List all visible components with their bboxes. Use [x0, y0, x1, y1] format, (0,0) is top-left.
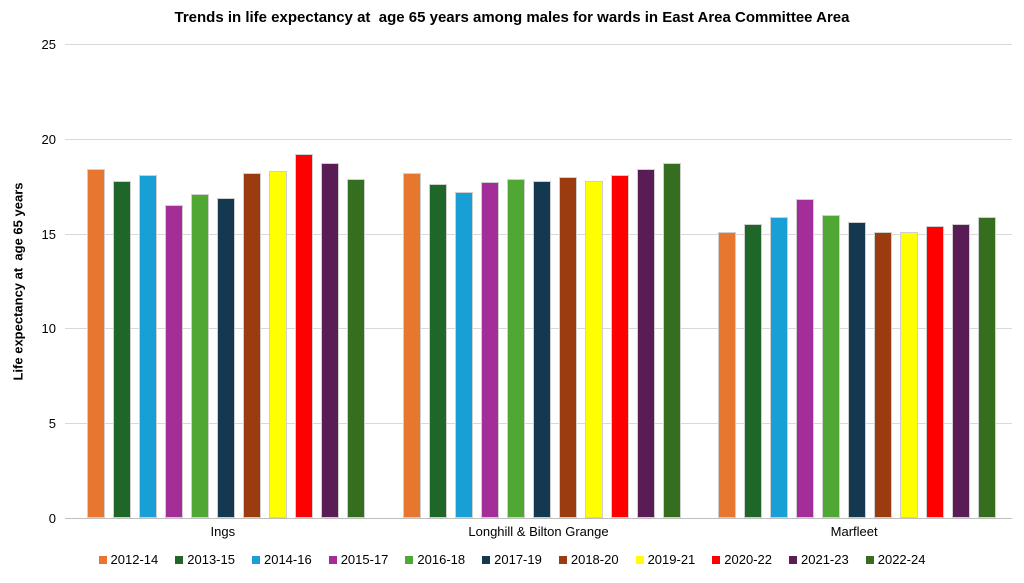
legend-label: 2016-18 — [417, 552, 466, 567]
bar-2019-21-longhill-bilton-grange — [584, 180, 603, 518]
legend-swatch-icon — [251, 555, 260, 564]
legend-swatch-icon — [712, 555, 721, 564]
bar-2021-23-longhill-bilton-grange — [636, 169, 655, 518]
bar-2013-15-longhill-bilton-grange — [428, 184, 447, 518]
bar-2022-24-ings — [347, 178, 365, 518]
bar-2013-15-ings — [113, 180, 131, 518]
bar-2012-14-marfleet — [718, 231, 737, 518]
y-tick-label-20: 20 — [41, 131, 56, 147]
bar-2022-24-longhill-bilton-grange — [662, 163, 681, 518]
bar-2016-18-longhill-bilton-grange — [506, 178, 525, 518]
legend-swatch-icon — [482, 555, 491, 564]
legend-swatch-icon — [98, 555, 107, 564]
legend-label: 2013-15 — [187, 552, 235, 567]
y-tick-label-10: 10 — [41, 321, 56, 337]
y-tick-label-25: 25 — [41, 37, 56, 52]
bar-2014-16-ings — [139, 174, 157, 518]
legend-swatch-icon — [789, 555, 798, 564]
bar-2016-18-ings — [191, 193, 209, 518]
category-label-1: Ings — [210, 524, 236, 539]
legend-label: 2014-16 — [263, 552, 312, 567]
bar-2018-20-ings — [243, 172, 261, 518]
gridline-25 — [65, 44, 1012, 45]
legend-item-2014-16: 2014-16 — [251, 552, 312, 567]
legend-item-2012-14: 2012-14 — [98, 552, 159, 567]
bar-2012-14-longhill-bilton-grange — [402, 172, 421, 518]
legend-label: 2019-21 — [647, 552, 696, 567]
gridline-0 — [65, 518, 1012, 519]
bar-2018-20-marfleet — [874, 231, 893, 518]
legend-swatch-icon — [558, 555, 567, 564]
legend-label: 2021-23 — [801, 552, 849, 567]
legend: 2012-14 2013-15 2014-16 2015-17 2016-18 2017-… — [0, 552, 1024, 567]
legend-item-2013-15: 2013-15 — [175, 552, 235, 567]
bar-2013-15-marfleet — [744, 224, 763, 518]
legend-label: 2022-24 — [877, 552, 926, 567]
bar-2017-19-marfleet — [848, 222, 867, 518]
bar-2019-21-marfleet — [900, 231, 919, 518]
bar-2015-17-longhill-bilton-grange — [480, 182, 499, 518]
bar-2014-16-longhill-bilton-grange — [454, 191, 473, 518]
legend-label: 2020-22 — [724, 552, 773, 567]
bar-2015-17-marfleet — [796, 199, 815, 518]
legend-item-2021-23: 2021-23 — [789, 552, 849, 567]
bar-2022-24-marfleet — [978, 216, 997, 518]
legend-item-2019-21: 2019-21 — [635, 552, 696, 567]
legend-item-2016-18: 2016-18 — [405, 552, 465, 567]
legend-label: 2017-19 — [494, 552, 542, 567]
legend-label: 2012-14 — [110, 552, 159, 567]
legend-swatch-icon — [635, 555, 644, 564]
y-axis-title: Life expectancy at age 65 years — [10, 182, 26, 381]
category-label-3: Marfleet — [830, 524, 878, 539]
bar-2016-18-marfleet — [822, 214, 841, 518]
bar-2017-19-longhill-bilton-grange — [532, 180, 551, 518]
legend-label: 2018-20 — [570, 552, 619, 567]
bar-2015-17-ings — [165, 205, 183, 518]
legend-swatch-icon — [405, 555, 414, 564]
bar-2014-16-marfleet — [770, 216, 789, 518]
bar-2017-19-ings — [217, 197, 235, 518]
legend-swatch-icon — [175, 555, 184, 564]
chart-title: Trends in life expectancy at age 65 year… — [174, 9, 850, 26]
legend-item-2022-24: 2022-24 — [865, 552, 926, 567]
legend-swatch-icon — [328, 555, 337, 564]
bar-2018-20-longhill-bilton-grange — [558, 176, 577, 518]
legend-item-2017-19: 2017-19 — [482, 552, 542, 567]
legend-swatch-icon — [865, 555, 874, 564]
bar-2021-23-ings — [321, 163, 339, 518]
gridline-20 — [65, 138, 1012, 140]
bar-2020-22-ings — [295, 153, 313, 518]
legend-item-2020-22: 2020-22 — [712, 552, 772, 567]
y-tick-label-15: 15 — [41, 226, 56, 242]
category-label-2: Longhill & Bilton Grange — [468, 524, 609, 539]
bar-2021-23-marfleet — [952, 224, 971, 518]
legend-label: 2015-17 — [340, 552, 389, 567]
bar-2019-21-ings — [269, 171, 287, 518]
legend-item-2018-20: 2018-20 — [558, 552, 619, 567]
y-tick-label-0: 0 — [48, 511, 56, 526]
bar-2020-22-longhill-bilton-grange — [610, 174, 629, 518]
legend-item-2015-17: 2015-17 — [328, 552, 389, 567]
bar-2012-14-ings — [87, 169, 105, 518]
bar-2020-22-marfleet — [926, 226, 945, 518]
y-tick-label-5: 5 — [48, 416, 56, 432]
